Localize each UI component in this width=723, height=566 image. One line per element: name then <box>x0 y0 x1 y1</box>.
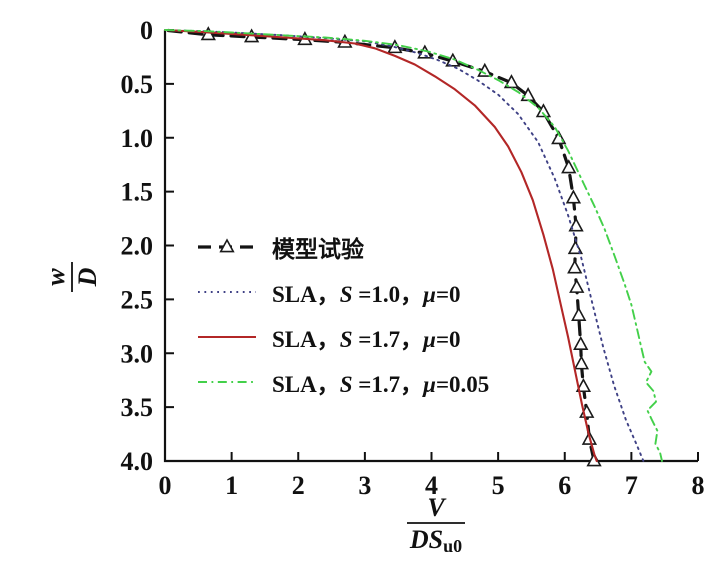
y-tick-label: 1.0 <box>121 124 154 153</box>
legend-swatch-dashdot <box>198 380 256 383</box>
legend-label: 模型试验 <box>272 236 364 262</box>
x-axis-title-numerator: V <box>427 493 447 522</box>
legend-label: SLA，S =1.7，μ=0.05 <box>272 371 490 397</box>
x-tick-label: 8 <box>692 471 705 500</box>
triangle-marker <box>575 377 592 393</box>
triangle-marker <box>561 159 577 174</box>
triangle-marker <box>573 335 589 351</box>
y-tick-label: 2.5 <box>121 285 154 314</box>
triangle-marker <box>535 103 552 118</box>
legend-label: SLA，S =1.0，μ=0 <box>272 281 461 307</box>
x-axis-title: V DSu0 <box>407 493 465 556</box>
legend-swatch-dotted <box>198 290 256 293</box>
legend: 模型试验 SLA，S =1.0，μ=0 SLA，S =1.7，μ=0 SLA，S =1… <box>196 224 489 404</box>
plot-area: 0 1 2 3 4 5 6 7 8 0 0.5 1.0 1.5 2.0 2.5 3.0 3.5 4.0 <box>121 16 705 500</box>
x-tick-label: 4 <box>425 471 438 500</box>
y-tick-label: 4.0 <box>121 447 154 476</box>
y-tick-label: 0 <box>140 16 153 45</box>
triangle-marker <box>567 259 583 274</box>
legend-label: SLA，S =1.7，μ=0 <box>272 326 461 352</box>
legend-item-2: SLA，S =1.0，μ=0 <box>196 269 489 314</box>
legend-swatch-dashed <box>198 237 256 252</box>
x-tick-label: 1 <box>225 471 238 500</box>
triangle-marker <box>565 189 582 204</box>
triangle-marker <box>571 306 587 321</box>
x-axis-title-denominator: DSu0 <box>409 525 462 556</box>
legend-item-4: SLA，S =1.7，μ=0.05 <box>196 359 489 404</box>
y-tick-label: 0.5 <box>121 70 154 99</box>
triangle-marker <box>503 74 520 89</box>
legend-swatch-solid <box>198 335 256 338</box>
x-tick-label: 0 <box>159 471 172 500</box>
x-tick-label: 2 <box>292 471 305 500</box>
triangle-marker <box>445 52 461 67</box>
x-tick-label: 7 <box>625 471 638 500</box>
y-tick-label: 3.0 <box>121 339 154 368</box>
x-tick-label: 3 <box>358 471 371 500</box>
y-tick-label: 3.5 <box>121 393 154 422</box>
series-line-3 <box>163 28 598 463</box>
series-line-4 <box>164 29 663 462</box>
y-axis-title: w D <box>41 262 102 292</box>
y-axis-title-numerator: w <box>41 268 70 286</box>
x-tick-label: 5 <box>492 471 505 500</box>
legend-item-3: SLA，S =1.7，μ=0 <box>196 314 489 359</box>
y-tick-label: 1.5 <box>121 178 154 207</box>
triangle-marker <box>573 355 590 370</box>
legend-item-1: 模型试验 <box>196 224 489 269</box>
y-tick-label: 2.0 <box>121 232 154 261</box>
triangle-marker <box>569 278 585 293</box>
y-axis-title-denominator: D <box>73 267 102 287</box>
triangle-marker <box>477 62 493 77</box>
x-tick-label: 6 <box>558 471 571 500</box>
legend-triangle-marker <box>219 237 235 252</box>
